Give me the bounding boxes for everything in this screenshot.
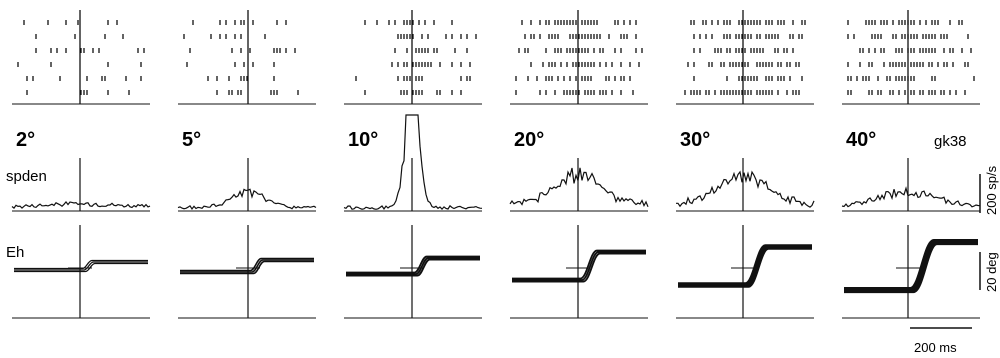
eye-position-traces [14, 259, 148, 273]
amplitude-label: 10° [348, 129, 378, 151]
amplitude-label: 40° [846, 129, 876, 151]
amplitude-label: 30° [680, 129, 710, 151]
spike-density-trace [343, 114, 483, 210]
spike-density-trace [841, 186, 981, 208]
amplitude-label: 2° [16, 129, 35, 151]
amplitude-label: 5° [182, 129, 201, 151]
eye-position-traces [346, 255, 480, 277]
spike-raster [847, 20, 975, 95]
spike-density-trace [177, 188, 317, 210]
spike-raster [355, 20, 477, 95]
panel-2deg: 2° [11, 10, 151, 319]
spike-raster [183, 20, 299, 95]
spike-density-trace [676, 170, 815, 208]
panel-30deg: 30° [676, 10, 815, 319]
eh-row-label: Eh [6, 244, 24, 261]
time-scale-label: 200 ms [914, 340, 957, 355]
spike-density-trace [509, 167, 649, 208]
eye-position-traces [512, 249, 646, 283]
amplitude-label: 20° [514, 129, 544, 151]
spike-density-trace [11, 200, 151, 209]
panel-40deg: 40° [841, 10, 981, 319]
eye-position-traces [844, 238, 978, 294]
rate-scale-label: 200 sp/s [984, 165, 999, 215]
eye-position-traces [678, 244, 812, 288]
panel-20deg: 20° [509, 10, 649, 319]
panel-grid: 2° 5° 10° 20° 30° 40° [11, 10, 981, 319]
spike-raster [684, 20, 806, 95]
panel-10deg: 10° [343, 10, 483, 319]
panel-5deg: 5° [177, 10, 317, 319]
eye-position-traces [180, 257, 314, 275]
position-scale-label: 20 deg [984, 252, 999, 292]
spike-raster [515, 20, 643, 95]
figure-id-label: gk38 [934, 133, 967, 150]
spike-raster [17, 20, 145, 95]
spden-row-label: spden [6, 168, 47, 185]
